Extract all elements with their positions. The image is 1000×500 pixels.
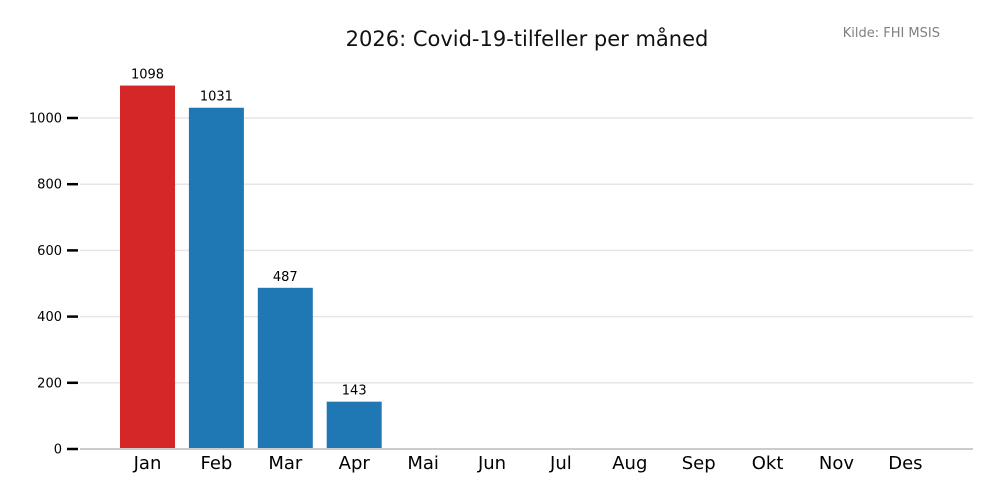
x-tick-label: Des (888, 453, 922, 474)
x-tick-label: Apr (339, 453, 371, 474)
x-tick-label: Jul (549, 453, 572, 474)
y-tick-label: 0 (54, 443, 62, 458)
x-tick-label: Mar (268, 453, 303, 474)
x-tick-label: Aug (612, 453, 647, 474)
x-tick-label: Okt (752, 453, 784, 474)
y-tick-label: 600 (37, 244, 62, 259)
y-tick-label: 400 (37, 310, 62, 325)
bar-apr (326, 401, 382, 449)
y-axis: 0 200 400 600 800 1000 (29, 112, 78, 458)
data-labels: 1098 1031 487 143 (131, 68, 367, 399)
x-tick-label: Jun (477, 453, 506, 474)
y-tick-label: 800 (37, 178, 62, 193)
data-label-feb: 1031 (200, 90, 233, 105)
data-label-apr: 143 (342, 384, 367, 399)
y-tick-label: 1000 (29, 112, 62, 127)
x-tick-label: Mai (407, 453, 439, 474)
bar-feb (188, 107, 244, 449)
x-axis: Jan Feb Mar Apr Mai Jun Jul Aug Sep Okt Nov Des (80, 448, 973, 474)
source-note: Kilde: FHI MSIS (843, 26, 940, 41)
chart-title: 2026: Covid-19-tilfeller per måned (346, 26, 709, 51)
bar-mar (257, 287, 313, 449)
x-tick-label: Feb (200, 453, 232, 474)
bar-jan (120, 85, 175, 449)
x-tick-label: Jan (133, 453, 162, 474)
y-tick-label: 200 (37, 376, 62, 391)
data-label-jan: 1098 (131, 68, 164, 83)
data-label-mar: 487 (273, 270, 298, 285)
x-tick-label: Nov (819, 453, 854, 474)
bars (120, 85, 382, 449)
x-tick-label: Sep (682, 453, 716, 474)
